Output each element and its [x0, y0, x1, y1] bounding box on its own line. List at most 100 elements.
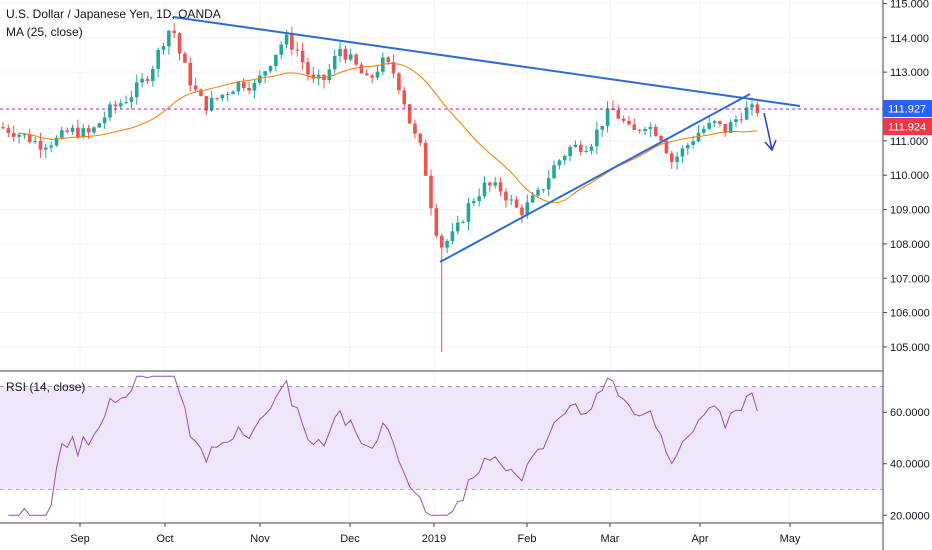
candle-body: [156, 49, 160, 69]
rsi-tick-label: 40.0000: [890, 459, 930, 471]
candle-body: [108, 104, 112, 118]
candle-body: [744, 107, 749, 120]
candle-body: [81, 128, 86, 137]
candle-body: [536, 189, 540, 196]
candle-body: [584, 150, 588, 152]
candle-body: [616, 110, 621, 119]
price-tick-label: 109.000: [890, 205, 930, 217]
time-axis: Sep Oct Nov Dec 2019 Feb Mar Apr May: [70, 523, 801, 545]
time-tick-label: 2019: [422, 533, 446, 545]
candle-body: [279, 44, 283, 55]
candle-body: [129, 97, 134, 103]
candle-body: [188, 62, 193, 86]
candle-body: [680, 148, 685, 157]
rsi-line: [8, 375, 758, 516]
candle-body: [402, 90, 407, 105]
candle-body: [488, 182, 492, 186]
candle-body: [407, 104, 412, 124]
candle-body: [541, 189, 546, 191]
trendline-upper: [172, 16, 801, 107]
candle-body: [118, 103, 123, 107]
time-tick-label: Dec: [340, 533, 360, 545]
time-tick-label: Mar: [601, 533, 620, 545]
time-tick-label: May: [780, 533, 801, 545]
candle-body: [306, 62, 310, 75]
candle-body: [552, 165, 556, 179]
candle-body: [477, 196, 481, 202]
candle-body: [472, 201, 476, 204]
candle-body: [113, 104, 118, 107]
candle-body: [359, 64, 364, 74]
candle-body: [38, 141, 43, 150]
candle-body: [300, 50, 305, 63]
candle-body: [167, 30, 171, 47]
candle-body: [231, 91, 235, 95]
candle-body: [386, 57, 390, 63]
rsi-band-lines: [0, 386, 883, 490]
price-tick-label: 105.000: [890, 342, 930, 354]
candlestick-series: [1, 23, 760, 353]
candle-body: [60, 130, 64, 138]
price-tick-label: 106.000: [890, 308, 930, 320]
time-tick-label: Feb: [518, 533, 537, 545]
candle-body: [728, 122, 733, 133]
candle-body: [589, 146, 594, 151]
candle-body: [76, 127, 80, 137]
candle-body: [258, 75, 262, 83]
candle-body: [365, 73, 369, 76]
candle-body: [605, 108, 610, 126]
candle-body: [209, 97, 214, 111]
candle-body: [600, 125, 604, 130]
candle-body: [27, 134, 32, 143]
candle-body: [225, 94, 230, 96]
rsi-band: [0, 386, 883, 490]
candle-body: [659, 135, 663, 141]
candle-body: [161, 46, 166, 50]
candle-body: [204, 96, 209, 111]
candle-body: [17, 134, 21, 137]
candle-body: [509, 199, 514, 201]
candle-body: [92, 127, 96, 133]
price-tick-label: 111.000: [890, 136, 928, 148]
candle-body: [514, 199, 519, 208]
candle-body: [595, 129, 599, 147]
candle-body: [295, 49, 300, 51]
rsi-axis: 60.0000 40.0000 20.0000: [883, 407, 930, 522]
candle-body: [332, 56, 337, 70]
candle-body: [675, 156, 679, 162]
candle-body: [530, 195, 535, 203]
candle-body: [429, 175, 433, 209]
price-tick-label: 108.000: [890, 239, 930, 251]
chart-title: U.S. Dollar / Japanese Yen, 1D, OANDA: [6, 7, 221, 21]
candle-body: [268, 66, 273, 72]
candle-body: [648, 126, 653, 129]
candle-body: [413, 123, 417, 134]
candle-body: [215, 97, 219, 99]
candle-body: [236, 82, 241, 92]
candle-body: [183, 53, 187, 63]
candle-body: [145, 78, 150, 81]
candle-body: [22, 134, 27, 136]
candle-body: [637, 129, 642, 131]
candle-body: [423, 142, 428, 176]
candle-body: [6, 128, 11, 134]
rsi-legend: RSI (14, close): [6, 380, 86, 394]
candle-body: [252, 82, 257, 91]
candle-body: [247, 88, 251, 91]
candle-body: [311, 74, 316, 79]
candle-body: [750, 104, 754, 108]
candle-body: [220, 94, 225, 99]
candle-body: [734, 119, 738, 123]
candle-body: [49, 145, 53, 148]
candle-body: [627, 120, 631, 125]
candle-body: [241, 82, 246, 89]
candle-body: [338, 48, 342, 57]
rsi-tick-label: 20.0000: [890, 510, 930, 522]
candle-body: [455, 222, 460, 232]
candle-body: [525, 202, 530, 216]
candle-body: [124, 102, 128, 104]
price-tick-label: 107.000: [890, 273, 930, 285]
price-tag: [883, 99, 932, 117]
candle-body: [562, 156, 567, 161]
